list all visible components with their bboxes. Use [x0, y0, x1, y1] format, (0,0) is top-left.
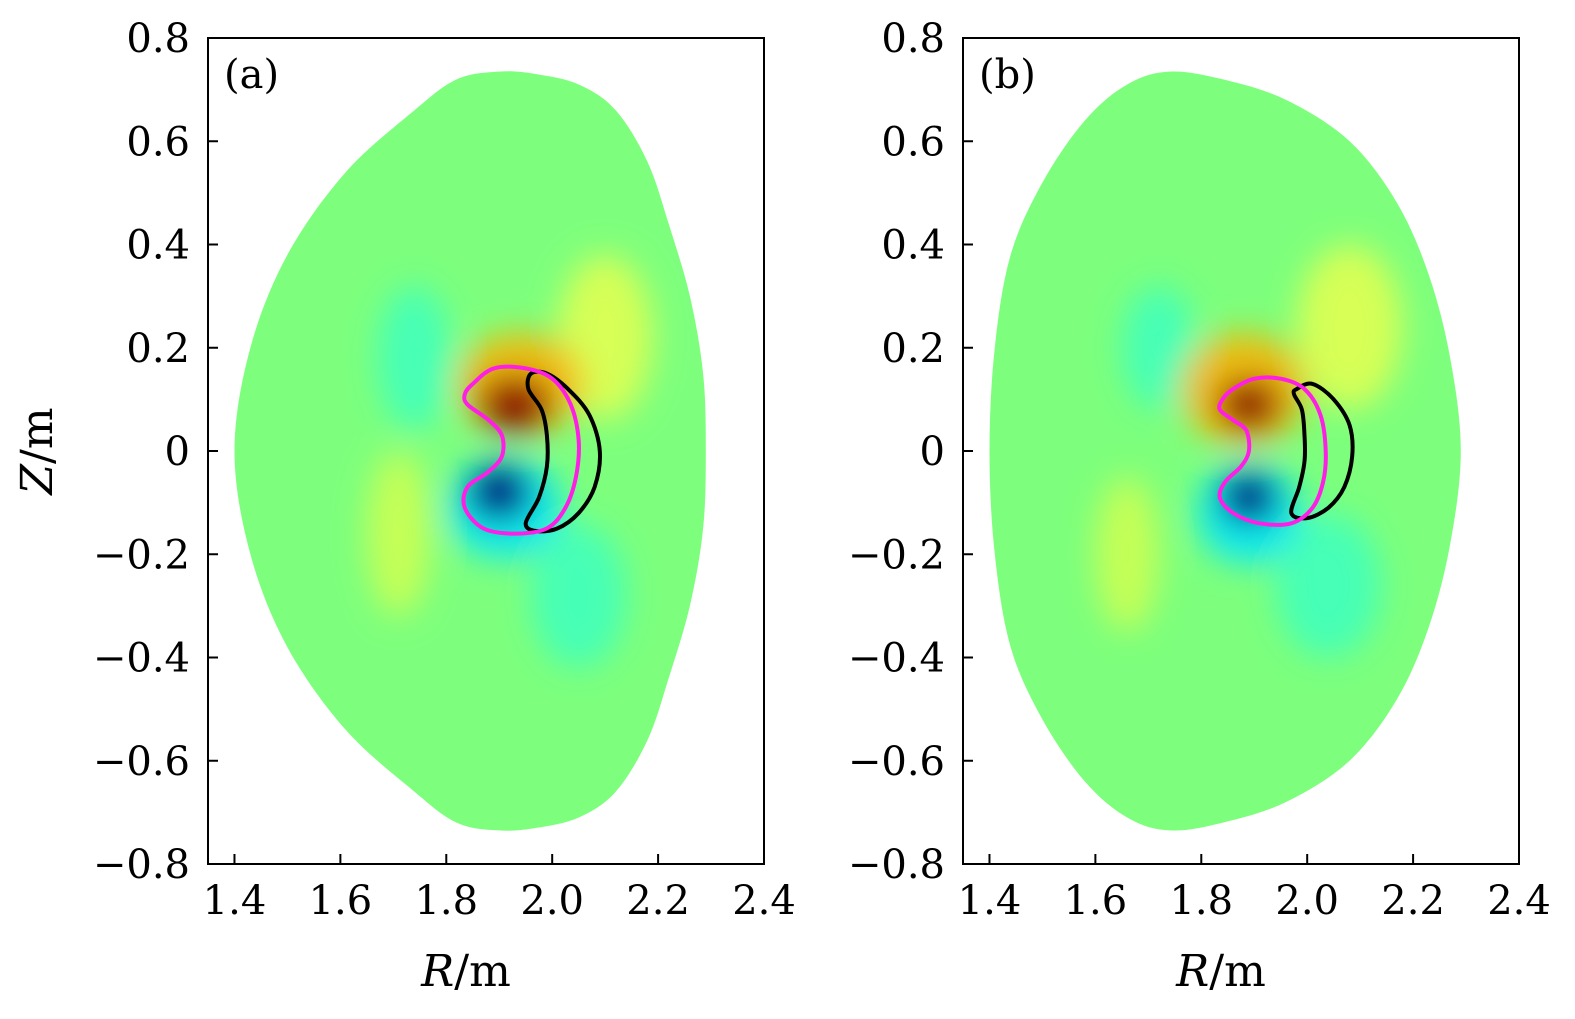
blob-blue-core — [467, 463, 532, 521]
y-tick-label: 0.8 — [881, 16, 945, 62]
magenta-contour — [461, 364, 581, 536]
blob-red-core — [478, 376, 553, 433]
x-tick-label: 1.6 — [1064, 878, 1128, 924]
ticks: 1.4 1.6 1.8 2.0 2.2 2.4 0.8 0.6 0.4 0.2 0 −0.2 −0.4 −… — [848, 16, 1551, 924]
y-tick-label: 0.2 — [881, 326, 945, 372]
x-tick-label: 2.0 — [520, 878, 584, 924]
y-tick-label: −0.6 — [93, 739, 190, 785]
x-tick-label: 2.2 — [626, 878, 690, 924]
blob-cyan-lower-right — [1275, 512, 1382, 658]
x-tick-label: 2.4 — [1487, 878, 1551, 924]
panel-label: (b) — [979, 52, 1036, 98]
black-contour — [1289, 381, 1355, 521]
blob-yellow-lower-left — [1095, 476, 1159, 632]
x-tick-label: 2.2 — [1381, 878, 1445, 924]
blob-cyan-lower-right — [531, 523, 627, 668]
blob-blue-core — [1219, 471, 1279, 524]
y-tick-label: 0.6 — [881, 119, 945, 165]
y-tick-label: −0.4 — [93, 636, 190, 682]
x-tick-label: 1.8 — [1169, 878, 1233, 924]
plasma-region — [989, 71, 1461, 831]
x-axis-label: R/m — [420, 946, 511, 997]
blob-yellow-upper-right — [1296, 244, 1403, 410]
y-tick-label: −0.2 — [93, 532, 190, 578]
y-tick-label: −0.6 — [848, 739, 945, 785]
blob-red-core — [1217, 378, 1281, 431]
plasma-region — [234, 71, 706, 831]
panel-label: (a) — [224, 52, 279, 98]
heatmap-field — [989, 71, 1461, 831]
x-axis-label: R/m — [1175, 946, 1266, 997]
x-tick-label: 1.4 — [203, 878, 267, 924]
x-tick-label: 1.4 — [958, 878, 1022, 924]
blob-yellow-lower-left — [366, 450, 431, 617]
y-tick-label: −0.8 — [848, 842, 945, 888]
x-tick-label: 2.4 — [732, 878, 796, 924]
y-tick-label: 0.4 — [881, 223, 945, 269]
y-tick-label: −0.4 — [848, 636, 945, 682]
magenta-contour — [1217, 375, 1328, 527]
panel-a: 1.4 1.6 1.8 2.0 2.2 2.4 0.8 0.6 0.4 0.2 0 −0.2 −0.4 −… — [12, 16, 796, 997]
panel-b: 1.4 1.6 1.8 2.0 2.2 2.4 0.8 0.6 0.4 0.2 0 −0.2 −0.4 −… — [848, 16, 1551, 997]
y-tick-label: −0.8 — [93, 842, 190, 888]
y-tick-label: 0.6 — [126, 119, 190, 165]
heatmap-field — [234, 71, 706, 831]
y-tick-label: 0 — [165, 429, 190, 475]
x-tick-label: 2.0 — [1275, 878, 1339, 924]
ticks: 1.4 1.6 1.8 2.0 2.2 2.4 0.8 0.6 0.4 0.2 0 −0.2 −0.4 −… — [93, 16, 796, 924]
contours — [1217, 375, 1355, 527]
y-tick-label: 0 — [920, 429, 945, 475]
black-contour — [523, 369, 602, 534]
y-tick-label: 0.4 — [126, 223, 190, 269]
y-tick-label: 0.2 — [126, 326, 190, 372]
blob-cyan-upper-left — [1121, 285, 1196, 410]
blob-cyan-upper-left — [377, 285, 452, 431]
x-tick-label: 1.6 — [309, 878, 373, 924]
contours — [461, 364, 602, 536]
y-tick-label: 0.8 — [126, 16, 190, 62]
y-tick-label: −0.2 — [848, 532, 945, 578]
x-tick-label: 1.8 — [414, 878, 478, 924]
y-axis-label: Z/m — [12, 407, 63, 496]
